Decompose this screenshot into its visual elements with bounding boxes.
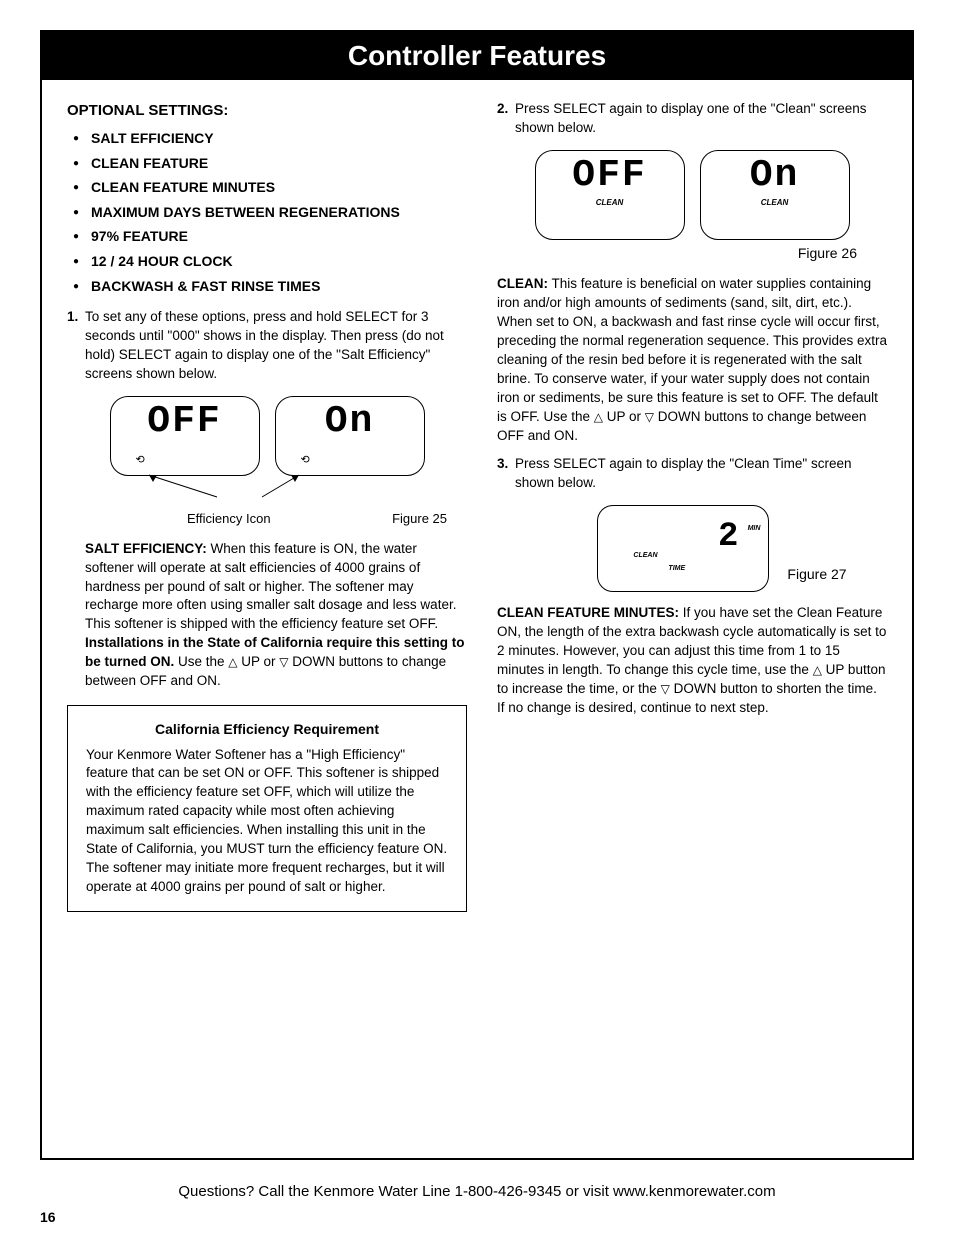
clean-label: CLEAN <box>633 551 657 561</box>
up-triangle-icon: △ <box>594 409 603 426</box>
figure-25-label: Figure 25 <box>392 510 447 528</box>
optional-settings-heading: OPTIONAL SETTINGS: <box>67 100 467 121</box>
step-number: 3. <box>497 455 515 493</box>
text: UP or <box>238 654 280 669</box>
up-triangle-icon: △ <box>228 654 237 671</box>
callout-title: California Efficiency Requirement <box>86 720 448 740</box>
list-item: 12 / 24 HOUR CLOCK <box>91 252 467 272</box>
settings-list: SALT EFFICIENCY CLEAN FEATURE CLEAN FEAT… <box>67 129 467 296</box>
right-column: 2. Press SELECT again to display one of … <box>497 100 887 912</box>
figure-26: OFF CLEAN On CLEAN <box>497 150 887 240</box>
lcd-value: OFF <box>572 157 646 195</box>
lcd-screen-cleantime: 2 MIN CLEAN TIME <box>597 505 769 592</box>
page-number: 16 <box>40 1209 56 1225</box>
time-label: TIME <box>668 564 685 574</box>
lcd-screen-on: On ⟲ <box>275 396 425 476</box>
min-label: MIN <box>748 524 761 534</box>
down-triangle-icon: ▽ <box>661 681 670 698</box>
down-triangle-icon: ▽ <box>645 409 654 426</box>
lcd-screen-on: On CLEAN <box>700 150 850 240</box>
arrow-diagram <box>67 472 467 504</box>
text: UP or <box>603 409 645 424</box>
figure-26-label: Figure 26 <box>497 244 887 264</box>
list-item: MAXIMUM DAYS BETWEEN REGENERATIONS <box>91 203 467 223</box>
california-callout: California Efficiency Requirement Your K… <box>67 705 467 912</box>
lcd-value: On <box>325 403 375 441</box>
lcd-value: On <box>750 157 800 195</box>
clean-minutes-para: CLEAN FEATURE MINUTES: If you have set t… <box>497 604 887 717</box>
up-triangle-icon: △ <box>813 662 822 679</box>
list-item: CLEAN FEATURE <box>91 154 467 174</box>
figure-27-label: Figure 27 <box>787 565 846 593</box>
clean-label: CLEAN: <box>497 276 548 291</box>
step-number: 1. <box>67 308 85 384</box>
text: This feature is beneficial on water supp… <box>497 276 887 423</box>
step-text: To set any of these options, press and h… <box>85 308 467 384</box>
efficiency-icon-label: Efficiency Icon <box>187 510 271 528</box>
footer-text: Questions? Call the Kenmore Water Line 1… <box>0 1183 954 1200</box>
salt-efficiency-label: SALT EFFICIENCY: <box>85 541 207 556</box>
down-triangle-icon: ▽ <box>279 654 288 671</box>
page-title: Controller Features <box>42 32 912 80</box>
figure-25: OFF ⟲ On ⟲ <box>67 396 467 476</box>
clean-label: CLEAN <box>761 197 789 208</box>
lcd-screen-off: OFF ⟲ <box>110 396 260 476</box>
lcd-value: OFF <box>147 403 221 441</box>
salt-efficiency-para: SALT EFFICIENCY: When this feature is ON… <box>67 540 467 691</box>
list-item: SALT EFFICIENCY <box>91 129 467 149</box>
left-column: OPTIONAL SETTINGS: SALT EFFICIENCY CLEAN… <box>67 100 467 912</box>
lcd-value: 2 <box>718 514 738 562</box>
clean-minutes-label: CLEAN FEATURE MINUTES: <box>497 605 679 620</box>
step-1: 1. To set any of these options, press an… <box>67 308 467 384</box>
clean-para: CLEAN: This feature is beneficial on wat… <box>497 275 887 445</box>
step-number: 2. <box>497 100 515 138</box>
efficiency-icon: ⟲ <box>301 453 310 468</box>
list-item: BACKWASH & FAST RINSE TIMES <box>91 277 467 297</box>
list-item: 97% FEATURE <box>91 227 467 247</box>
figure-27: 2 MIN CLEAN TIME Figure 27 <box>557 505 887 592</box>
list-item: CLEAN FEATURE MINUTES <box>91 178 467 198</box>
figure-25-caption-row: Efficiency Icon Figure 25 <box>67 510 467 528</box>
text: Use the <box>174 654 228 669</box>
step-2: 2. Press SELECT again to display one of … <box>497 100 887 138</box>
efficiency-icon: ⟲ <box>136 453 145 468</box>
step-3: 3. Press SELECT again to display the "Cl… <box>497 455 887 493</box>
clean-label: CLEAN <box>596 197 624 208</box>
lcd-screen-off: OFF CLEAN <box>535 150 685 240</box>
step-text: Press SELECT again to display the "Clean… <box>515 455 887 493</box>
callout-body: Your Kenmore Water Softener has a "High … <box>86 746 448 897</box>
step-text: Press SELECT again to display one of the… <box>515 100 887 138</box>
